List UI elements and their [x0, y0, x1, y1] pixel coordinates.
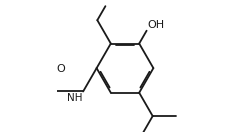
Text: NH: NH [67, 93, 83, 103]
Text: OH: OH [147, 20, 164, 30]
Text: O: O [56, 64, 65, 74]
